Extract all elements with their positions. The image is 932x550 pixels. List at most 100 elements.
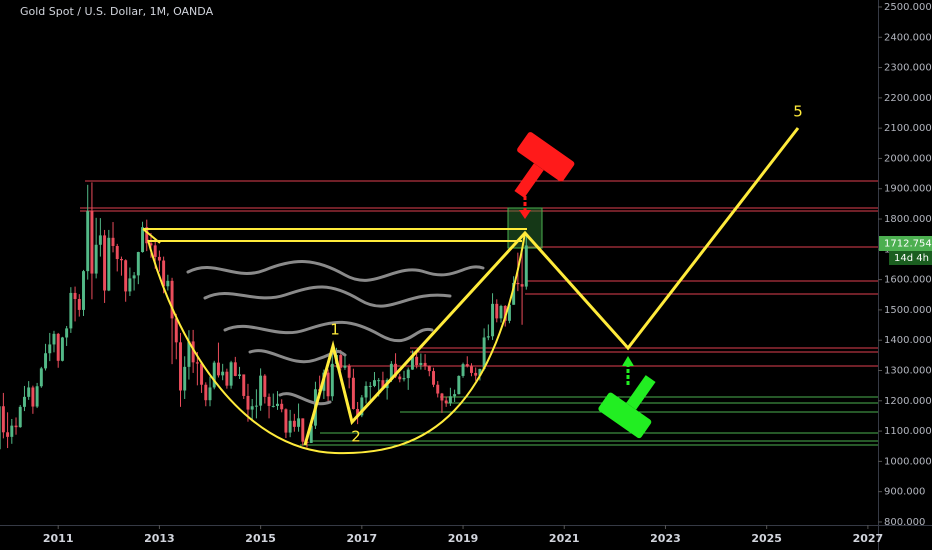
candle-body xyxy=(516,282,520,285)
candle-body xyxy=(187,341,191,367)
y-tick-label: 900.000 xyxy=(884,487,925,498)
x-tick-label: 2027 xyxy=(853,532,884,545)
candle-body xyxy=(94,244,98,274)
x-tick-label: 2015 xyxy=(245,532,276,545)
candle-body xyxy=(98,235,102,245)
countdown-box xyxy=(889,251,932,265)
candle-body xyxy=(360,397,364,416)
candle-body xyxy=(39,368,43,387)
candle-body xyxy=(233,362,237,376)
candle-body xyxy=(229,362,233,386)
x-tick-label: 2023 xyxy=(650,532,681,545)
candle-body xyxy=(398,376,402,380)
candle-body xyxy=(246,395,250,410)
cup xyxy=(147,232,526,455)
y-tick-label: 1900.000 xyxy=(884,184,932,195)
gavel-head xyxy=(598,392,652,439)
y-tick-label: 2500.000 xyxy=(884,2,932,13)
candle-body xyxy=(124,260,128,292)
candle-body xyxy=(427,365,431,372)
candle-body xyxy=(128,278,132,292)
candle-body xyxy=(507,304,511,321)
candle-body xyxy=(141,227,145,253)
candle-body xyxy=(309,425,313,443)
candle-body xyxy=(474,372,478,376)
candle-body xyxy=(406,369,410,379)
candle-body xyxy=(524,245,528,287)
candle-body xyxy=(27,387,31,397)
candle-body xyxy=(1,406,5,433)
wave xyxy=(278,392,332,406)
candle-body xyxy=(77,299,81,310)
candle-body xyxy=(453,394,457,397)
candle-body xyxy=(482,337,486,369)
candle-body xyxy=(183,366,187,391)
candle-body xyxy=(381,380,385,389)
candle-body xyxy=(368,385,372,387)
y-tick-label: 1500.000 xyxy=(884,305,932,316)
candle-body xyxy=(35,386,39,407)
x-tick-label: 2017 xyxy=(347,532,378,545)
candle-body xyxy=(145,227,149,244)
candle-body xyxy=(103,235,107,291)
candle-body xyxy=(419,362,423,366)
x-tick-label: 2011 xyxy=(43,532,74,545)
sell-gavel xyxy=(514,132,575,198)
wave-projection xyxy=(303,127,800,446)
y-tick-label: 1400.000 xyxy=(884,335,932,346)
candle-body xyxy=(86,211,90,272)
y-tick-label: 1300.000 xyxy=(884,365,932,376)
candle-body xyxy=(271,405,275,407)
candle-body xyxy=(448,396,452,404)
y-tick-label: 1000.000 xyxy=(884,456,932,467)
pattern xyxy=(142,127,800,455)
candle-body xyxy=(119,259,123,261)
candle-body xyxy=(478,368,482,376)
x-tick-label: 2013 xyxy=(144,532,175,545)
candle-body xyxy=(364,385,368,398)
candle-body xyxy=(330,363,334,397)
candle-body xyxy=(415,356,419,366)
candle-body xyxy=(394,363,398,377)
candle-body xyxy=(149,243,153,246)
candle-body xyxy=(495,303,499,319)
candle-body xyxy=(216,362,220,376)
wave xyxy=(186,260,485,282)
candle-body xyxy=(65,328,69,338)
candle-body xyxy=(351,377,355,409)
y-tick-label: 2400.000 xyxy=(884,32,932,43)
candle-body xyxy=(276,403,279,406)
candle-body xyxy=(48,344,52,354)
candle-body xyxy=(499,305,503,319)
candle-body xyxy=(288,420,292,433)
x-tick-label: 2021 xyxy=(549,532,580,545)
candle-body xyxy=(204,384,208,401)
candle-body xyxy=(267,396,271,406)
wave xyxy=(203,285,452,308)
candle-body xyxy=(56,333,60,361)
candle-body xyxy=(52,333,56,345)
cup-edge xyxy=(142,228,161,244)
candle-body xyxy=(486,336,490,338)
candle-body xyxy=(200,363,204,385)
candle-body xyxy=(136,252,140,276)
candle-body xyxy=(221,371,225,376)
gavel-handle xyxy=(514,163,544,198)
candle-body xyxy=(208,387,212,401)
candle-body xyxy=(402,378,406,380)
candle-body xyxy=(284,409,288,433)
candle-body xyxy=(170,280,174,319)
y-tick-label: 2100.000 xyxy=(884,123,932,134)
candle-body xyxy=(179,342,182,391)
candle-body xyxy=(432,371,435,385)
candle-body xyxy=(469,366,473,373)
candle-body xyxy=(444,400,448,404)
candle-body xyxy=(0,406,1,450)
y-tick-label: 1100.000 xyxy=(884,426,932,437)
candle-body xyxy=(512,282,516,305)
candle-body xyxy=(326,372,330,397)
axes: 800.000 900.000 1000.000 1100.000 1200.000 13… xyxy=(43,2,932,545)
candle-body xyxy=(254,405,258,407)
waves xyxy=(186,260,485,406)
